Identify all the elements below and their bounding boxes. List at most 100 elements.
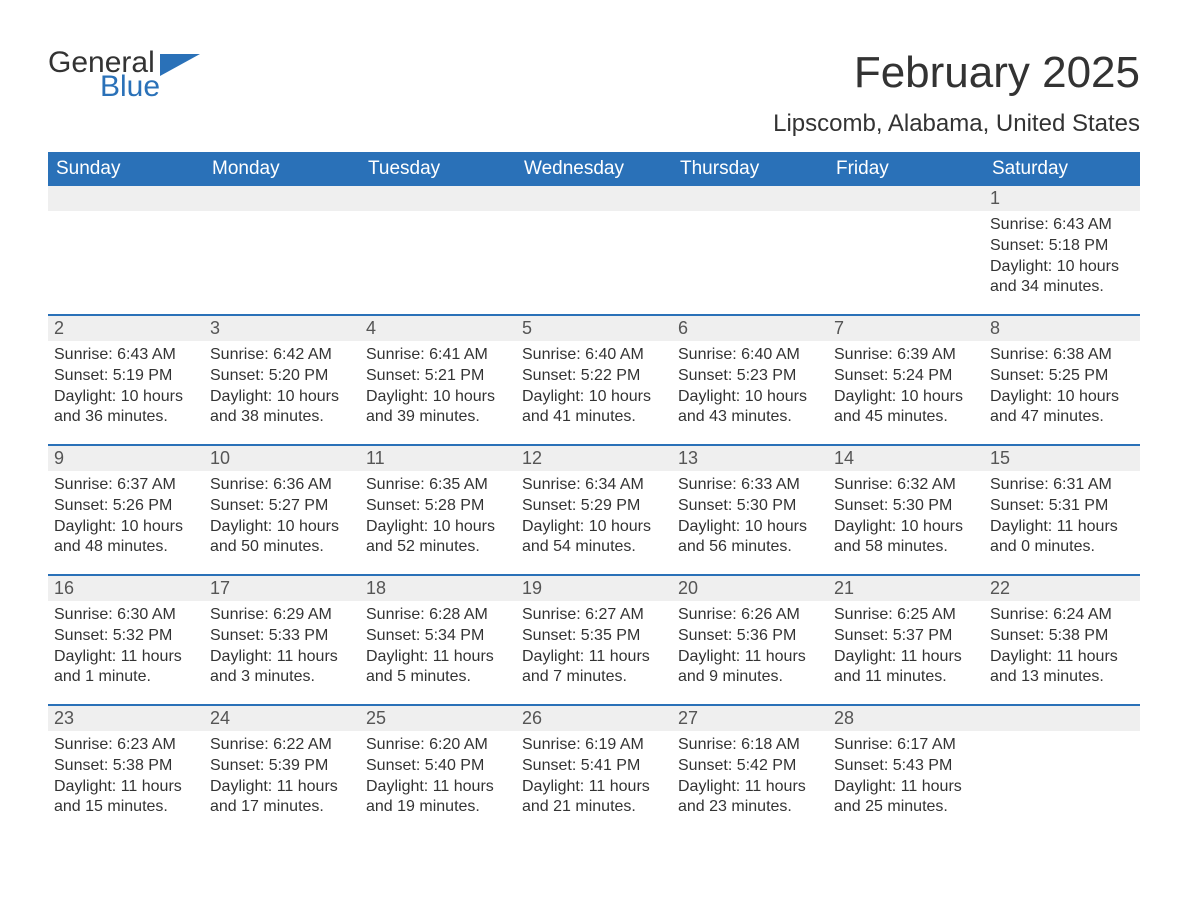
calendar-week: 2Sunrise: 6:43 AMSunset: 5:19 PMDaylight… bbox=[48, 314, 1140, 444]
logo-text: General Blue bbox=[48, 48, 160, 102]
day-number: 3 bbox=[204, 316, 360, 341]
weekday-fri: Friday bbox=[828, 152, 984, 186]
day-number bbox=[204, 186, 360, 211]
sunset-text: Sunset: 5:33 PM bbox=[210, 626, 354, 647]
daylight-text: Daylight: 11 hours and 0 minutes. bbox=[990, 517, 1134, 559]
sunset-text: Sunset: 5:31 PM bbox=[990, 496, 1134, 517]
calendar-cell: 3Sunrise: 6:42 AMSunset: 5:20 PMDaylight… bbox=[204, 316, 360, 444]
day-number: 14 bbox=[828, 446, 984, 471]
calendar-cell bbox=[672, 186, 828, 314]
sunrise-text: Sunrise: 6:40 AM bbox=[522, 345, 666, 366]
sunset-text: Sunset: 5:30 PM bbox=[678, 496, 822, 517]
day-detail: Sunrise: 6:40 AMSunset: 5:22 PMDaylight:… bbox=[516, 341, 672, 428]
calendar: Sunday Monday Tuesday Wednesday Thursday… bbox=[48, 152, 1140, 834]
sunset-text: Sunset: 5:37 PM bbox=[834, 626, 978, 647]
daylight-text: Daylight: 11 hours and 7 minutes. bbox=[522, 647, 666, 689]
calendar-cell: 21Sunrise: 6:25 AMSunset: 5:37 PMDayligh… bbox=[828, 576, 984, 704]
day-number: 28 bbox=[828, 706, 984, 731]
daylight-text: Daylight: 11 hours and 1 minute. bbox=[54, 647, 198, 689]
calendar-cell bbox=[828, 186, 984, 314]
sunset-text: Sunset: 5:29 PM bbox=[522, 496, 666, 517]
day-number: 4 bbox=[360, 316, 516, 341]
weekday-mon: Monday bbox=[204, 152, 360, 186]
weekday-sun: Sunday bbox=[48, 152, 204, 186]
daylight-text: Daylight: 11 hours and 19 minutes. bbox=[366, 777, 510, 819]
daylight-text: Daylight: 10 hours and 47 minutes. bbox=[990, 387, 1134, 429]
daylight-text: Daylight: 10 hours and 41 minutes. bbox=[522, 387, 666, 429]
calendar-cell: 14Sunrise: 6:32 AMSunset: 5:30 PMDayligh… bbox=[828, 446, 984, 574]
month-title: February 2025 bbox=[773, 48, 1140, 98]
weekday-header: Sunday Monday Tuesday Wednesday Thursday… bbox=[48, 152, 1140, 186]
day-detail: Sunrise: 6:40 AMSunset: 5:23 PMDaylight:… bbox=[672, 341, 828, 428]
daylight-text: Daylight: 10 hours and 56 minutes. bbox=[678, 517, 822, 559]
daylight-text: Daylight: 11 hours and 21 minutes. bbox=[522, 777, 666, 819]
day-detail: Sunrise: 6:23 AMSunset: 5:38 PMDaylight:… bbox=[48, 731, 204, 818]
calendar-cell: 10Sunrise: 6:36 AMSunset: 5:27 PMDayligh… bbox=[204, 446, 360, 574]
sunset-text: Sunset: 5:39 PM bbox=[210, 756, 354, 777]
daylight-text: Daylight: 11 hours and 23 minutes. bbox=[678, 777, 822, 819]
daylight-text: Daylight: 11 hours and 11 minutes. bbox=[834, 647, 978, 689]
day-number bbox=[672, 186, 828, 211]
day-number: 5 bbox=[516, 316, 672, 341]
calendar-cell bbox=[984, 706, 1140, 834]
sunset-text: Sunset: 5:27 PM bbox=[210, 496, 354, 517]
day-detail: Sunrise: 6:41 AMSunset: 5:21 PMDaylight:… bbox=[360, 341, 516, 428]
daylight-text: Daylight: 11 hours and 25 minutes. bbox=[834, 777, 978, 819]
sunrise-text: Sunrise: 6:40 AM bbox=[678, 345, 822, 366]
sunrise-text: Sunrise: 6:35 AM bbox=[366, 475, 510, 496]
day-number: 18 bbox=[360, 576, 516, 601]
day-number bbox=[984, 706, 1140, 731]
sunrise-text: Sunrise: 6:23 AM bbox=[54, 735, 198, 756]
calendar-cell: 27Sunrise: 6:18 AMSunset: 5:42 PMDayligh… bbox=[672, 706, 828, 834]
day-number: 20 bbox=[672, 576, 828, 601]
day-detail: Sunrise: 6:17 AMSunset: 5:43 PMDaylight:… bbox=[828, 731, 984, 818]
day-number: 6 bbox=[672, 316, 828, 341]
sunrise-text: Sunrise: 6:42 AM bbox=[210, 345, 354, 366]
sunset-text: Sunset: 5:20 PM bbox=[210, 366, 354, 387]
day-number: 2 bbox=[48, 316, 204, 341]
day-detail: Sunrise: 6:36 AMSunset: 5:27 PMDaylight:… bbox=[204, 471, 360, 558]
calendar-cell bbox=[360, 186, 516, 314]
day-number bbox=[516, 186, 672, 211]
sunrise-text: Sunrise: 6:19 AM bbox=[522, 735, 666, 756]
sunset-text: Sunset: 5:22 PM bbox=[522, 366, 666, 387]
sunrise-text: Sunrise: 6:37 AM bbox=[54, 475, 198, 496]
calendar-cell bbox=[516, 186, 672, 314]
calendar-week: 23Sunrise: 6:23 AMSunset: 5:38 PMDayligh… bbox=[48, 704, 1140, 834]
weekday-thu: Thursday bbox=[672, 152, 828, 186]
daylight-text: Daylight: 11 hours and 5 minutes. bbox=[366, 647, 510, 689]
day-number: 21 bbox=[828, 576, 984, 601]
day-detail: Sunrise: 6:19 AMSunset: 5:41 PMDaylight:… bbox=[516, 731, 672, 818]
sunrise-text: Sunrise: 6:28 AM bbox=[366, 605, 510, 626]
sunset-text: Sunset: 5:25 PM bbox=[990, 366, 1134, 387]
daylight-text: Daylight: 11 hours and 15 minutes. bbox=[54, 777, 198, 819]
calendar-cell: 2Sunrise: 6:43 AMSunset: 5:19 PMDaylight… bbox=[48, 316, 204, 444]
calendar-cell: 20Sunrise: 6:26 AMSunset: 5:36 PMDayligh… bbox=[672, 576, 828, 704]
sunset-text: Sunset: 5:40 PM bbox=[366, 756, 510, 777]
day-detail: Sunrise: 6:29 AMSunset: 5:33 PMDaylight:… bbox=[204, 601, 360, 688]
day-number: 27 bbox=[672, 706, 828, 731]
weekday-wed: Wednesday bbox=[516, 152, 672, 186]
daylight-text: Daylight: 10 hours and 39 minutes. bbox=[366, 387, 510, 429]
sunrise-text: Sunrise: 6:27 AM bbox=[522, 605, 666, 626]
sunset-text: Sunset: 5:19 PM bbox=[54, 366, 198, 387]
daylight-text: Daylight: 10 hours and 45 minutes. bbox=[834, 387, 978, 429]
sunrise-text: Sunrise: 6:34 AM bbox=[522, 475, 666, 496]
sunrise-text: Sunrise: 6:32 AM bbox=[834, 475, 978, 496]
day-detail: Sunrise: 6:20 AMSunset: 5:40 PMDaylight:… bbox=[360, 731, 516, 818]
logo-word-blue: Blue bbox=[100, 72, 160, 102]
day-number: 10 bbox=[204, 446, 360, 471]
calendar-cell: 28Sunrise: 6:17 AMSunset: 5:43 PMDayligh… bbox=[828, 706, 984, 834]
calendar-cell: 17Sunrise: 6:29 AMSunset: 5:33 PMDayligh… bbox=[204, 576, 360, 704]
header: General Blue February 2025 Lipscomb, Ala… bbox=[48, 48, 1140, 138]
day-detail: Sunrise: 6:34 AMSunset: 5:29 PMDaylight:… bbox=[516, 471, 672, 558]
weekday-tue: Tuesday bbox=[360, 152, 516, 186]
sunset-text: Sunset: 5:43 PM bbox=[834, 756, 978, 777]
day-detail: Sunrise: 6:35 AMSunset: 5:28 PMDaylight:… bbox=[360, 471, 516, 558]
calendar-cell: 24Sunrise: 6:22 AMSunset: 5:39 PMDayligh… bbox=[204, 706, 360, 834]
sunset-text: Sunset: 5:32 PM bbox=[54, 626, 198, 647]
calendar-cell bbox=[48, 186, 204, 314]
sunrise-text: Sunrise: 6:38 AM bbox=[990, 345, 1134, 366]
day-detail: Sunrise: 6:26 AMSunset: 5:36 PMDaylight:… bbox=[672, 601, 828, 688]
day-detail: Sunrise: 6:38 AMSunset: 5:25 PMDaylight:… bbox=[984, 341, 1140, 428]
